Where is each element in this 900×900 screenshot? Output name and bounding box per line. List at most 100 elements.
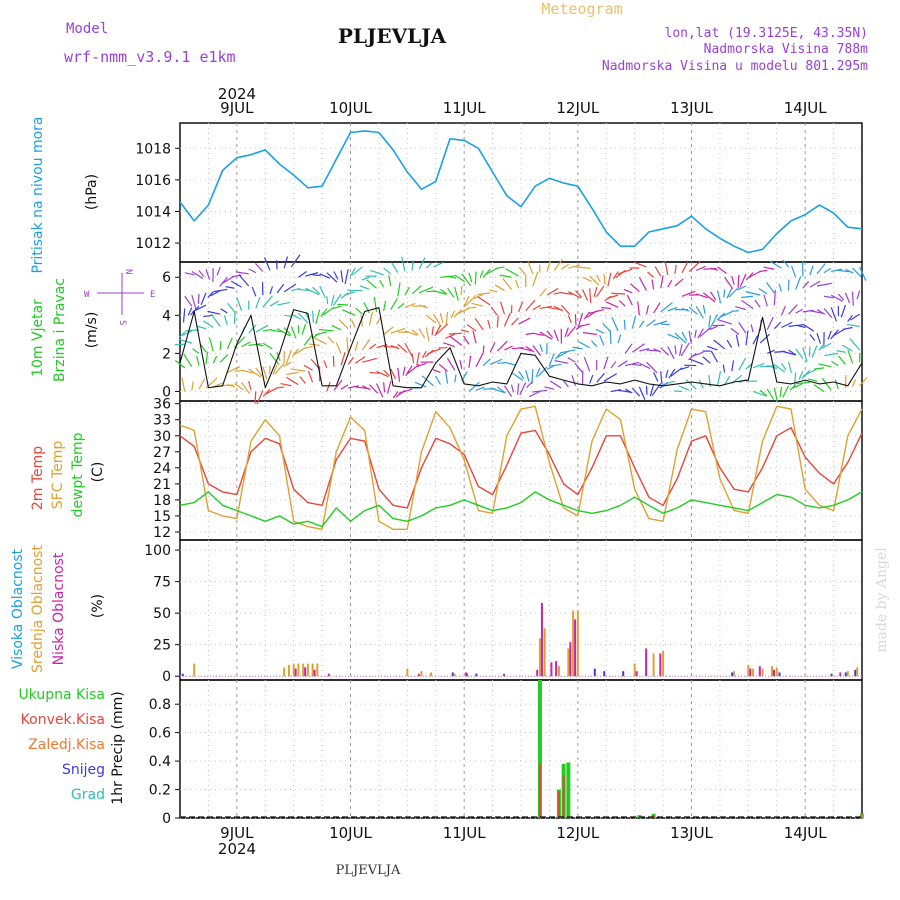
wind-arrow — [660, 275, 664, 289]
cloud-low-bar — [839, 672, 842, 677]
wind-arrow — [323, 360, 328, 369]
wind-arrow — [301, 323, 307, 335]
wind-arrow — [795, 276, 802, 290]
precip-conv-bar — [557, 790, 560, 818]
wind-arrow — [702, 292, 716, 303]
wind-arrow — [212, 355, 218, 364]
wind-arrow — [421, 375, 434, 387]
wind-arrow — [532, 332, 544, 336]
cloud-mid-bar — [420, 671, 423, 677]
wind-arrow — [653, 302, 661, 314]
cloud-mid-bar — [297, 663, 300, 677]
cloud-mid-bar — [567, 648, 570, 677]
wind-arrow — [411, 260, 414, 271]
wind-arrow — [490, 387, 505, 394]
cloud-low-bar — [659, 653, 662, 677]
wind-arrow — [425, 262, 433, 269]
pressure-title: Pritisak na nivou mora — [30, 116, 46, 273]
wind-arrow — [607, 294, 619, 299]
top-date-label: 12JUL — [556, 99, 599, 117]
precip-total-label: Ukupna Kisa — [18, 687, 105, 703]
wind-arrow — [748, 270, 761, 279]
wind-arrow — [830, 307, 838, 322]
wind-arrow — [405, 365, 413, 377]
wind-arrow — [779, 386, 783, 397]
wind-arrow — [283, 361, 292, 368]
wind-arrow — [660, 347, 670, 356]
wind-arrow — [645, 385, 648, 395]
wind-arrow — [745, 291, 761, 296]
wind-arrow — [811, 345, 818, 358]
wind-arrow — [667, 279, 673, 288]
wind-arrow — [773, 321, 782, 330]
wind-arrow — [834, 379, 839, 390]
wind-arrow — [689, 358, 704, 365]
wind-arrow — [360, 315, 363, 327]
wind-arrow — [525, 332, 534, 335]
wind-arrow — [830, 294, 843, 302]
wind-arrow — [567, 315, 572, 323]
wind-arrow — [468, 355, 472, 368]
wind-arrow — [276, 386, 285, 389]
wind-arrow — [463, 296, 470, 308]
wind-arrow — [831, 268, 843, 273]
wind-arrow — [340, 270, 344, 283]
wind-arrow — [554, 351, 562, 360]
wind-arrow — [319, 273, 331, 279]
wind-arrow — [326, 296, 329, 305]
wind-arrow — [496, 340, 508, 352]
wind-arrow — [238, 274, 250, 287]
wind-arrow — [850, 313, 860, 321]
wind-arrow — [383, 267, 392, 275]
wind-arrow — [823, 267, 832, 274]
wind-arrow — [207, 291, 214, 299]
wind-arrow — [404, 330, 418, 337]
wind-arrow — [294, 347, 306, 355]
wind-arrow — [759, 269, 768, 273]
wind-arrow — [568, 264, 581, 269]
wind-arrow — [788, 349, 797, 356]
wind-arrow — [716, 290, 722, 304]
wind-speed-line — [179, 307, 863, 389]
wind-arrow — [397, 302, 405, 309]
cloud-low-label: Niska Oblacnost — [51, 552, 67, 665]
wind-arrow — [824, 295, 835, 299]
cloud-low-bar — [540, 603, 543, 677]
wind-arrow — [646, 319, 656, 327]
wind-arrow — [370, 269, 384, 276]
wind-arrow — [631, 315, 637, 329]
wind-arrow — [216, 266, 221, 276]
wind-arrow — [824, 352, 839, 357]
wind-arrow — [610, 388, 621, 393]
wind-arrow — [596, 372, 605, 383]
wind-arrow — [303, 364, 313, 371]
wind-arrow — [617, 360, 628, 368]
precip-hail-label: Grad — [71, 787, 105, 803]
wind-arrow — [504, 345, 513, 351]
wind-arrow — [738, 322, 747, 334]
wind-arrow — [674, 264, 677, 274]
wind-arrow — [560, 304, 571, 316]
wind-arrow — [497, 362, 506, 364]
wind-arrow — [305, 272, 319, 277]
wind-arrow — [223, 315, 228, 326]
wind-arrow — [198, 378, 206, 390]
wind-arrow — [397, 282, 401, 297]
model-value: wrf-nmm_v3.9.1 e1km — [64, 48, 236, 66]
compass-w: W — [84, 290, 90, 300]
wind-arrow — [226, 337, 233, 350]
wind-arrow — [767, 349, 775, 354]
wind-arrow — [723, 289, 726, 298]
wind-arrow — [840, 304, 846, 318]
wind-arrow — [766, 316, 774, 331]
wind-arrow — [758, 288, 768, 295]
wind-arrow — [809, 280, 821, 288]
cloud-low-bar — [550, 662, 553, 677]
wind-arrow — [572, 346, 583, 350]
wind-arrow — [312, 274, 321, 277]
wind-arrow — [303, 333, 314, 346]
wind-arrow — [803, 368, 818, 377]
wind-arrow — [494, 284, 505, 292]
wind-arrow — [502, 278, 512, 290]
wind-arrow — [349, 267, 356, 277]
